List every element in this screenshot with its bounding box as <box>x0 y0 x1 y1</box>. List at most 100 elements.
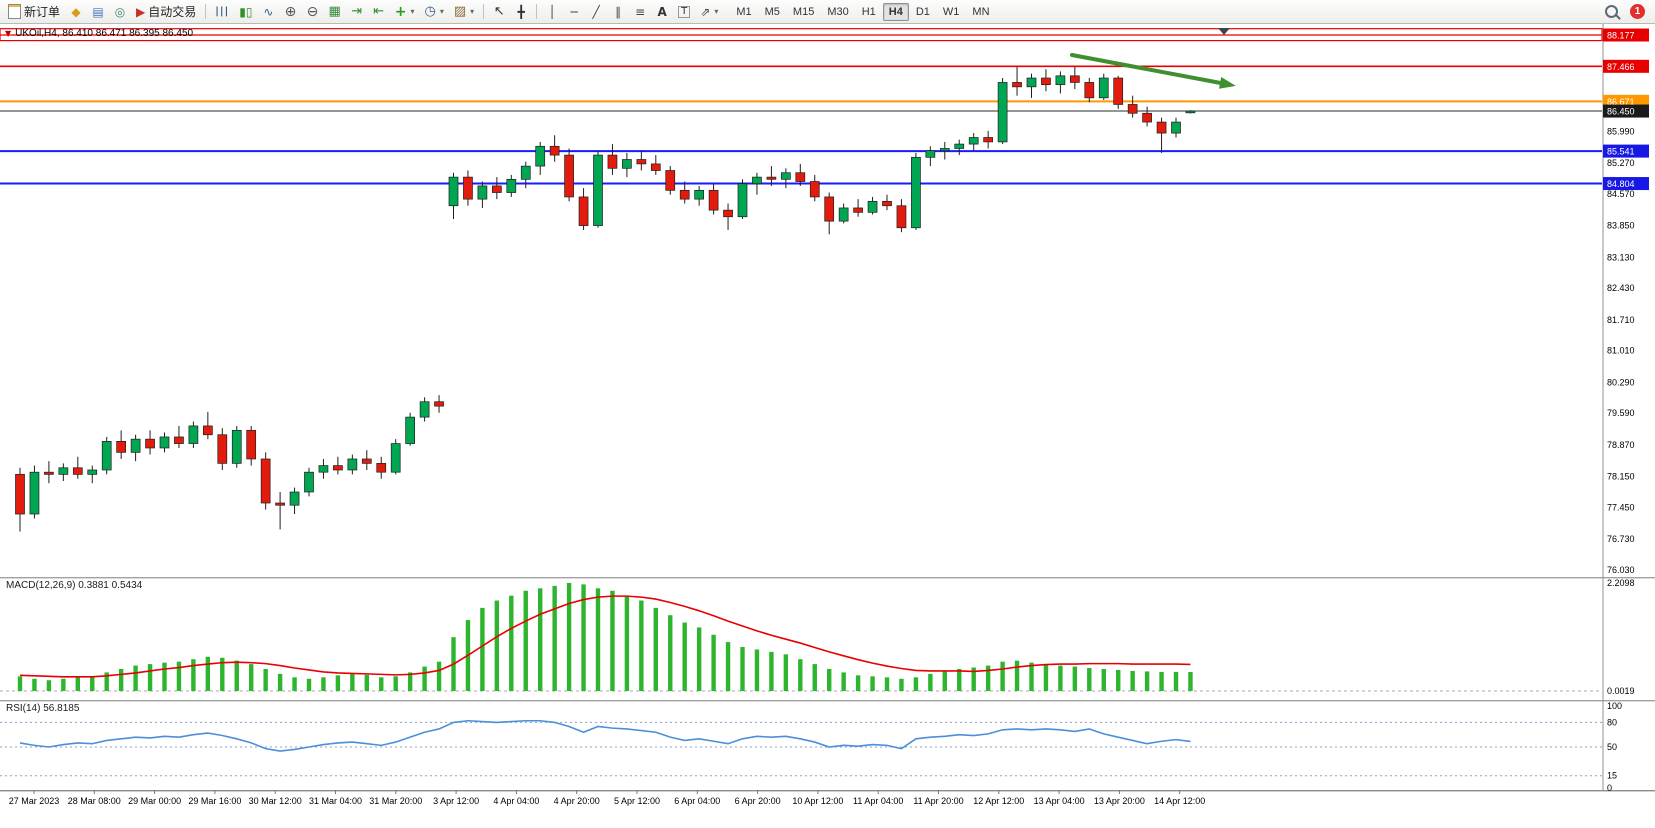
timeframe-m1-button[interactable]: M1 <box>736 5 752 18</box>
svg-text:31 Mar 04:00: 31 Mar 04:00 <box>309 796 362 806</box>
svg-text:80.290: 80.290 <box>1607 377 1635 387</box>
chevron-down-icon: ▾ <box>470 7 475 16</box>
svg-text:30 Mar 12:00: 30 Mar 12:00 <box>249 796 302 806</box>
channel-icon: ∥ <box>615 4 622 19</box>
svg-text:76.730: 76.730 <box>1607 534 1635 544</box>
chart-shift-button[interactable]: ⇤ <box>369 2 389 22</box>
price-badge <box>1603 28 1649 42</box>
svg-text:100: 100 <box>1607 701 1622 711</box>
chart-shift-marker <box>1218 28 1230 35</box>
data-window-icon: ▤ <box>92 4 104 19</box>
svg-text:83.130: 83.130 <box>1607 252 1635 262</box>
cursor-button[interactable]: ↖ <box>489 2 509 22</box>
svg-text:84.570: 84.570 <box>1607 189 1635 199</box>
line-chart-icon: ∿ <box>263 4 274 19</box>
svg-text:85.270: 85.270 <box>1607 158 1635 168</box>
indicators-button[interactable]: + ▾ <box>391 2 419 22</box>
new-order-button[interactable]: 新订单 <box>4 2 64 22</box>
timeframe-h4-button[interactable]: H4 <box>882 2 909 21</box>
main-panel[interactable] <box>0 28 1603 532</box>
market-watch-button[interactable]: ◆ <box>66 2 86 22</box>
svg-text:85.990: 85.990 <box>1607 126 1635 136</box>
time-axis[interactable]: 27 Mar 2023 28 Mar 08:00 29 Mar 00:00 29 Ma… <box>9 790 1205 806</box>
trendline-button[interactable]: ╱ <box>586 2 606 22</box>
price-badge <box>1603 144 1649 158</box>
svg-text:86.450: 86.450 <box>1607 107 1635 117</box>
price-axis[interactable]: 85.990 85.270 84.570 83.850 83.130 82.430 81.7… <box>1602 24 1649 793</box>
auto-scroll-button[interactable]: ⇥ <box>347 2 367 22</box>
market-watch-icon: ◆ <box>71 4 81 19</box>
timeframe-d1-button[interactable]: D1 <box>915 5 930 18</box>
toolbar-right-group: 1 <box>1601 2 1651 22</box>
horizontal-line-icon: ─ <box>570 4 578 19</box>
periods-button[interactable]: ◷ ▾ <box>421 2 448 22</box>
bar-chart-button[interactable]: ||| <box>211 2 233 22</box>
timeframe-m15-button[interactable]: M15 <box>792 5 815 18</box>
price-badge <box>1603 104 1649 118</box>
svg-text:13 Apr 20:00: 13 Apr 20:00 <box>1094 796 1145 806</box>
auto-trading-label: 自动交易 <box>148 5 197 19</box>
svg-text:28 Mar 08:00: 28 Mar 08:00 <box>68 796 121 806</box>
bar-chart-icon: ||| <box>215 5 230 17</box>
new-order-label: 新订单 <box>24 5 61 19</box>
channel-button[interactable]: ∥ <box>608 2 628 22</box>
svg-text:0.0019: 0.0019 <box>1607 686 1635 696</box>
arrows-tool-button[interactable]: ⇗ ▾ <box>696 2 722 22</box>
rsi-panel[interactable] <box>0 719 1602 777</box>
zoom-out-button[interactable]: ⊖ <box>302 2 322 22</box>
tile-windows-icon: ▦ <box>328 4 341 19</box>
toolbar-separator <box>205 4 207 19</box>
text-tool-button[interactable]: A <box>652 2 672 22</box>
zoom-in-button[interactable]: ⊕ <box>280 2 300 22</box>
svg-text:79.590: 79.590 <box>1607 408 1635 418</box>
svg-text:85.541: 85.541 <box>1607 147 1635 157</box>
auto-scroll-icon: ⇥ <box>351 4 363 19</box>
svg-text:78.870: 78.870 <box>1607 440 1635 450</box>
svg-text:78.150: 78.150 <box>1607 472 1635 482</box>
crosshair-button[interactable]: ╋ <box>511 2 531 22</box>
line-chart-button[interactable]: ∿ <box>258 2 278 22</box>
notification-badge[interactable]: 1 <box>1630 4 1645 19</box>
trend-arrow <box>1070 53 1228 86</box>
auto-trading-button[interactable]: ▶ 自动交易 <box>132 2 200 22</box>
tile-windows-button[interactable]: ▦ <box>324 2 344 22</box>
fibonacci-button[interactable]: ≡ <box>630 2 650 22</box>
timeframe-h1-button[interactable]: H1 <box>861 5 876 18</box>
svg-text:87.466: 87.466 <box>1607 62 1635 72</box>
candlestick-chart-icon: ▮▯ <box>239 4 253 19</box>
navigator-icon: ◎ <box>114 4 126 19</box>
timeframe-m5-button[interactable]: M5 <box>764 5 780 18</box>
label-tool-icon: T <box>678 5 691 18</box>
search-icon <box>1605 5 1618 18</box>
vertical-line-button[interactable]: │ <box>542 2 562 22</box>
rsi-indicator-label: RSI(14) 56.8185 <box>6 703 80 714</box>
templates-button[interactable]: ▨ ▾ <box>450 2 478 22</box>
cursor-icon: ↖ <box>493 4 505 19</box>
chart-canvas[interactable]: 85.990 85.270 84.570 83.850 83.130 82.430 81.7… <box>0 24 1655 828</box>
toolbar-separator <box>536 4 538 19</box>
data-window-button[interactable]: ▤ <box>88 2 108 22</box>
svg-text:6 Apr 04:00: 6 Apr 04:00 <box>674 796 720 806</box>
macd-panel[interactable] <box>0 582 1602 692</box>
navigator-button[interactable]: ◎ <box>110 2 130 22</box>
candlestick-chart-button[interactable]: ▮▯ <box>235 2 256 22</box>
horizontal-line-button[interactable]: ─ <box>564 2 584 22</box>
svg-text:81.010: 81.010 <box>1607 346 1635 356</box>
timeframe-mn-button[interactable]: MN <box>972 5 990 18</box>
trend-arrow-head <box>1218 76 1236 89</box>
price-badge <box>1603 59 1649 73</box>
svg-text:76.030: 76.030 <box>1607 565 1635 575</box>
chart-title: ▼ UKOil,H4, 86.410 86.471 86.395 86.450 <box>5 28 193 39</box>
timeframe-m30-button[interactable]: M30 <box>827 5 849 18</box>
fibonacci-icon: ≡ <box>635 4 646 19</box>
chart-window: 85.990 85.270 84.570 83.850 83.130 82.430 81.7… <box>0 24 1655 828</box>
svg-text:13 Apr 04:00: 13 Apr 04:00 <box>1034 796 1085 806</box>
symbol-marker-icon: ▼ <box>5 29 12 38</box>
vertical-line-icon: │ <box>548 4 556 19</box>
search-button[interactable] <box>1601 2 1622 22</box>
clock-icon: ◷ <box>424 4 436 19</box>
label-tool-button[interactable]: T <box>674 2 694 22</box>
svg-text:81.710: 81.710 <box>1607 315 1635 325</box>
timeframe-w1-button[interactable]: W1 <box>942 5 960 18</box>
